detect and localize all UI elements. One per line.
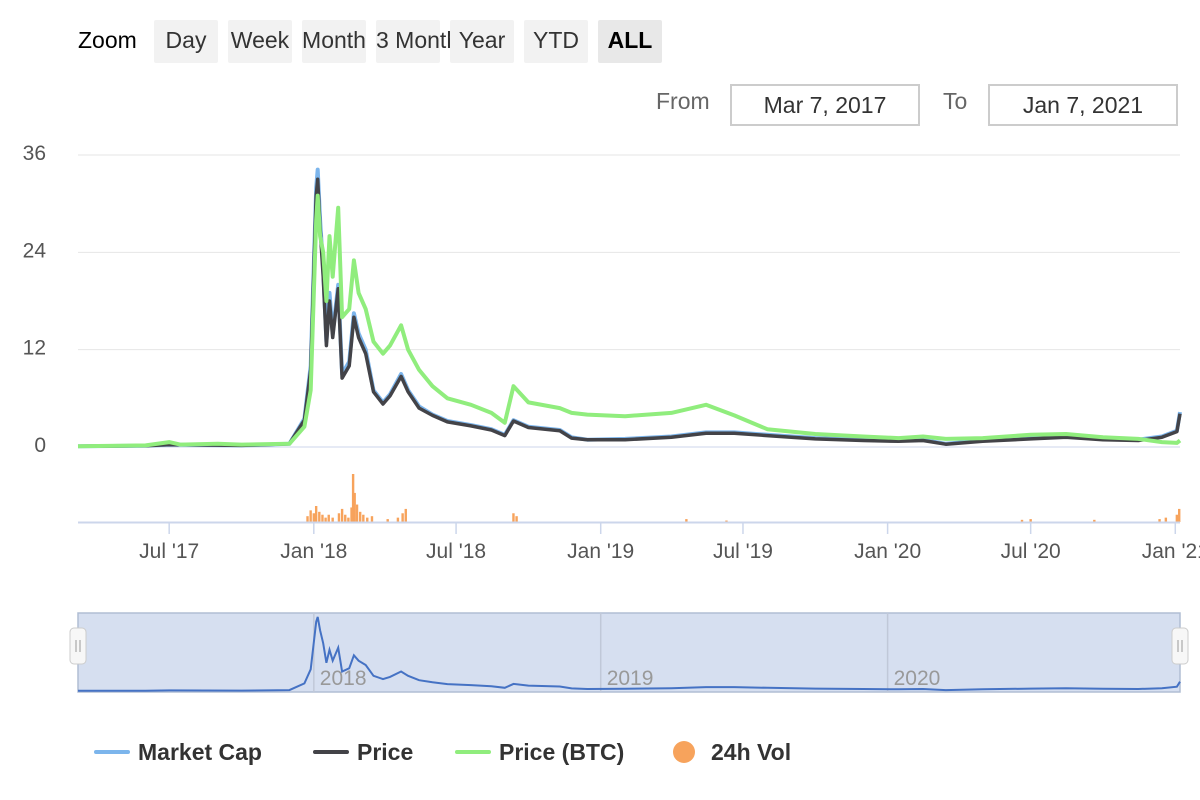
navigator-left-handle[interactable] [69,627,87,665]
volume-bar [512,513,515,522]
legend-price-swatch [313,750,349,754]
navigator-year-label: 2019 [607,667,654,690]
volume-bar [353,492,356,522]
y-tick-label: 24 [23,239,47,262]
navigator-right-handle[interactable] [1171,627,1189,665]
volume-bar [386,519,389,522]
volume-bar [1029,519,1032,522]
volume-bar [370,516,374,522]
volume-bar [318,511,321,522]
volume-bar [725,520,728,522]
x-tick-label: Jan '20 [854,540,921,563]
legend-price-label: Price [357,738,414,765]
volume-bar [321,514,324,522]
series-line-price [77,177,1182,448]
navigator[interactable]: 2018 2019 2020 [69,612,1189,693]
volume-bar [1175,514,1179,522]
drag-handle-icon [69,627,87,665]
legend-price[interactable]: Price [313,734,413,770]
legend-price-btc-swatch [455,750,491,754]
volume-bar [350,507,353,522]
zoom-day-button[interactable]: Day [154,20,218,63]
volume-bars [306,474,1181,522]
range-to-label: To [943,88,968,114]
y-axis: 0 12 24 36 [23,142,47,457]
series-lines [77,167,1182,449]
y-tick-label: 36 [23,142,46,165]
volume-bar [1093,519,1096,522]
volume-bar [1020,519,1024,522]
volume-bar [331,517,334,522]
volume-bar [312,513,316,522]
legend-market-cap-label: Market Cap [138,738,262,765]
grid-lines [78,154,1180,448]
range-to-input[interactable]: Jan 7, 2021 [988,84,1178,126]
drag-handle-icon [1171,627,1189,665]
volume-bar [358,511,362,522]
volume-bar [314,506,318,522]
x-axis: Jul '17 Jan '18 Jul '18 Jan '19 Jul '19 Jan '… [139,522,1200,563]
volume-bar [404,508,407,522]
legend-price-btc[interactable]: Price (BTC) [455,734,624,770]
volume-bar [685,519,688,522]
volume-bar [355,504,359,522]
x-tick-label: Jul '17 [139,540,199,563]
series-line-price-btc [77,193,1182,449]
y-tick-label: 0 [34,434,46,457]
range-from-input[interactable]: Mar 7, 2017 [730,84,920,126]
volume-bar [1178,508,1181,522]
zoom-ytd-button[interactable]: YTD [524,20,588,63]
zoom-label: Zoom [78,27,137,53]
series-line-market-cap [77,167,1182,449]
volume-bar [401,513,404,522]
volume-bar [366,517,369,522]
legend-market-cap[interactable]: Market Cap [94,734,262,770]
volume-bar [324,517,327,522]
legend-price-btc-label: Price (BTC) [499,738,625,765]
zoom-month-button[interactable]: Month [302,20,366,63]
volume-bar [340,508,344,522]
x-tick-label: Jan '19 [567,540,634,563]
navigator-year-label: 2020 [894,667,941,690]
legend-24h-vol[interactable]: 24h Vol [673,734,791,770]
volume-bar [327,514,330,522]
navigator-year-label: 2018 [320,667,367,690]
x-tick-label: Jan '18 [280,540,347,563]
range-from-label: From [656,88,710,114]
zoom-year-button[interactable]: Year [450,20,514,63]
x-tick-label: Jul '19 [713,540,773,563]
volume-bar [362,514,365,522]
zoom-week-button[interactable]: Week [228,20,292,63]
legend-market-cap-swatch [94,750,130,754]
legend-24h-vol-swatch [673,741,695,763]
navigator-window [77,612,1181,693]
volume-bar [306,516,309,522]
volume-bar [347,517,350,522]
legend-24h-vol-label: 24h Vol [711,738,792,765]
navigator-line [77,616,1181,692]
volume-bar [515,516,518,522]
volume-bar [309,510,312,522]
y-tick-label: 12 [23,337,46,360]
zoom-all-button[interactable]: ALL [598,20,662,63]
x-tick-label: Jul '18 [426,540,486,563]
volume-bar [1164,517,1168,522]
volume-bar [396,517,400,522]
x-tick-label: Jul '20 [1001,540,1061,563]
x-tick-label: Jan '21 [1142,540,1200,563]
volume-bar [344,514,347,522]
volume-bar [351,474,355,522]
volume-bar [337,513,341,522]
volume-bar [1158,519,1161,522]
